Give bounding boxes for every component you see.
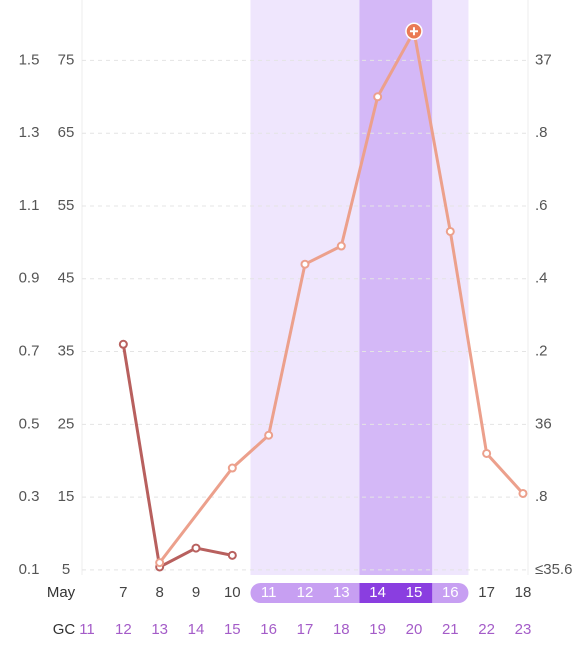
month-label: May <box>47 584 76 601</box>
y-tick-label: 55 <box>58 197 75 214</box>
data-point <box>445 226 455 236</box>
x-tick-label: 10 <box>224 584 241 601</box>
lh-tick-label: 1.3 <box>19 124 40 141</box>
lh-tick-label: 0.5 <box>19 415 40 432</box>
cycle-day-label: 19 <box>369 621 386 638</box>
data-point <box>482 448 492 458</box>
y2-tick-label: .4 <box>535 270 548 287</box>
cycle-label: GC <box>53 621 76 638</box>
y-tick-label: 25 <box>58 415 75 432</box>
cycle-day-label: 20 <box>406 621 423 638</box>
peak-plus <box>409 27 418 36</box>
y2-tick-label: .8 <box>535 488 548 505</box>
cycle-day-label: 16 <box>260 621 277 638</box>
y-tick-label: 5 <box>62 561 70 578</box>
x-tick-label: 11 <box>261 584 277 601</box>
cycle-day-label: 17 <box>297 621 314 638</box>
series-line <box>121 344 233 569</box>
y2-tick-label: .2 <box>535 343 548 360</box>
cycle-day-label: 23 <box>515 621 532 638</box>
x-tick-label: 14 <box>369 584 386 601</box>
x-tick-label: 8 <box>155 584 163 601</box>
data-point <box>227 463 237 473</box>
data-point <box>227 550 237 560</box>
x-tick-label: 7 <box>119 584 127 601</box>
y-tick-label: 65 <box>58 124 75 141</box>
data-point <box>155 558 165 568</box>
cycle-day-label: 13 <box>151 621 168 638</box>
peak-pill <box>359 583 433 603</box>
cycle-day-label: 15 <box>224 621 241 638</box>
x-tick-label: 18 <box>515 584 532 601</box>
x-tick-label: 12 <box>297 584 314 601</box>
series-line <box>158 29 525 564</box>
lh-tick-label: 0.9 <box>19 270 40 287</box>
y2-tick-label: 36 <box>535 415 552 432</box>
lh-tick-label: 1.5 <box>19 51 40 68</box>
y2-tick-label: .8 <box>535 124 548 141</box>
lh-tick-label: 0.3 <box>19 488 40 505</box>
x-tick-label: 9 <box>192 584 200 601</box>
data-point <box>264 430 274 440</box>
cycle-day-label: 18 <box>333 621 350 638</box>
lh-tick-label: 0.7 <box>19 343 40 360</box>
y-tick-label: 75 <box>58 51 75 68</box>
lh-tick-label: 1.1 <box>19 197 40 214</box>
cycle-day-label: 22 <box>478 621 495 638</box>
data-point <box>373 92 383 102</box>
x-tick-label: 13 <box>333 584 350 601</box>
y2-tick-label: .6 <box>535 197 548 214</box>
lh-tick-label: 0.1 <box>19 561 40 578</box>
y-tick-label: 15 <box>58 488 75 505</box>
y-tick-label: 45 <box>58 270 75 287</box>
cycle-day-label: 12 <box>115 621 132 638</box>
data-point <box>518 488 528 498</box>
y-tick-label: 35 <box>58 343 75 360</box>
cycle-day-label: 14 <box>188 621 205 638</box>
data-point <box>118 339 128 349</box>
cycle-day-label: 21 <box>442 621 459 638</box>
x-tick-label: 16 <box>442 584 459 601</box>
data-point <box>336 241 346 251</box>
y2-tick-label: 37 <box>535 51 552 68</box>
x-tick-label: 15 <box>406 584 423 601</box>
data-point <box>300 259 310 269</box>
x-tick-label: 17 <box>478 584 495 601</box>
data-point <box>191 543 201 553</box>
cycle-day-label: 11 <box>79 621 95 638</box>
y2-tick-label: ≤35.6 <box>535 561 572 578</box>
peak-band <box>359 0 433 575</box>
